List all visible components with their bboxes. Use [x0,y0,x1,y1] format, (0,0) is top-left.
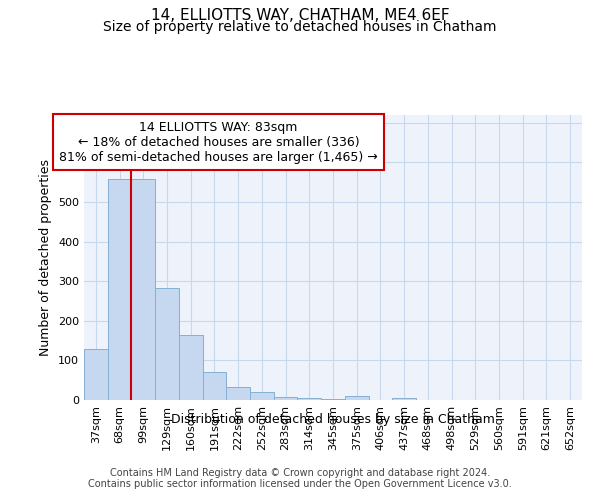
Bar [84,348,108,400]
Bar [298,398,321,400]
Bar [131,179,155,400]
Bar [321,399,345,400]
Text: 14 ELLIOTTS WAY: 83sqm
← 18% of detached houses are smaller (336)
81% of semi-de: 14 ELLIOTTS WAY: 83sqm ← 18% of detached… [59,120,378,164]
Text: Contains public sector information licensed under the Open Government Licence v3: Contains public sector information licen… [88,479,512,489]
Bar [108,179,131,400]
Bar [155,288,179,400]
Text: Contains HM Land Registry data © Crown copyright and database right 2024.: Contains HM Land Registry data © Crown c… [110,468,490,477]
Text: Size of property relative to detached houses in Chatham: Size of property relative to detached ho… [103,20,497,34]
Y-axis label: Number of detached properties: Number of detached properties [40,159,52,356]
Bar [179,336,203,400]
Bar [250,392,274,400]
Text: 14, ELLIOTTS WAY, CHATHAM, ME4 6EF: 14, ELLIOTTS WAY, CHATHAM, ME4 6EF [151,8,449,22]
Bar [392,398,416,400]
Bar [345,396,368,400]
Text: Distribution of detached houses by size in Chatham: Distribution of detached houses by size … [171,412,495,426]
Bar [226,387,250,400]
Bar [274,397,298,400]
Bar [203,372,226,400]
